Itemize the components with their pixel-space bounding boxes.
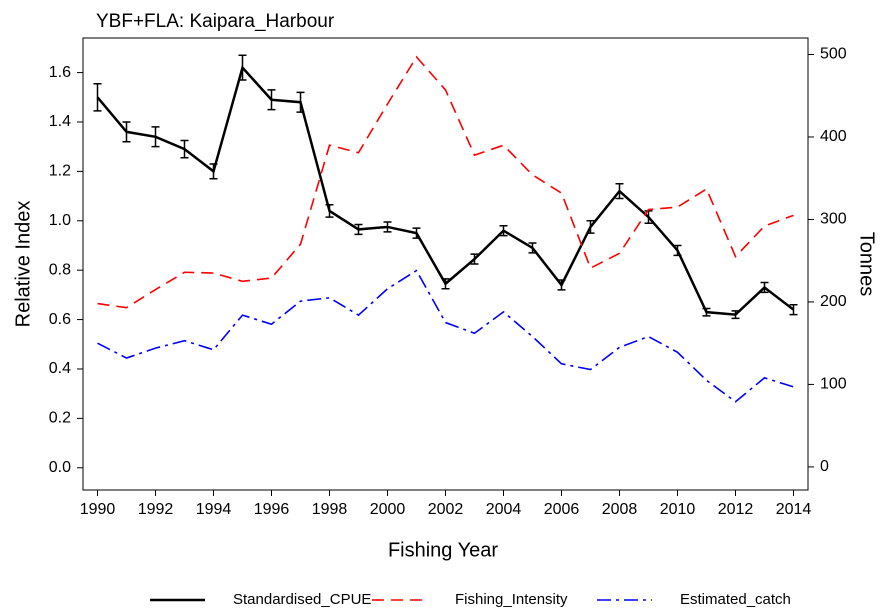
- y-tick-label: 0.8: [49, 261, 71, 278]
- x-tick-label: 2014: [776, 501, 812, 518]
- error-bar: [499, 224, 508, 237]
- legend-label: Fishing_Intensity: [455, 591, 568, 608]
- x-tick-label: 2006: [544, 501, 580, 518]
- error-bar: [180, 139, 189, 159]
- error-bar: [615, 182, 624, 200]
- y-tick-label: 0.4: [49, 360, 71, 377]
- x-tick-label: 1996: [254, 501, 290, 518]
- error-bar: [412, 227, 421, 239]
- y-tick-label: 0.6: [49, 311, 71, 328]
- y-tick-label: 1.0: [49, 212, 71, 229]
- x-axis-label: Fishing Year: [388, 539, 498, 561]
- y2-tick-label: 100: [820, 376, 847, 393]
- plot-frame: [82, 37, 809, 491]
- y-tick-label: 0.0: [49, 459, 71, 476]
- x-tick-label: 1990: [80, 501, 116, 518]
- error-bar: [151, 126, 160, 148]
- x-tick-label: 1992: [138, 501, 174, 518]
- error-bar: [557, 279, 566, 291]
- series-line: [97, 269, 794, 403]
- error-bar: [267, 89, 276, 111]
- chart-title: YBF+FLA: Kaipara_Harbour: [96, 11, 335, 32]
- error-bar: [702, 307, 711, 317]
- x-tick-label: 2012: [718, 501, 754, 518]
- series-line: [97, 55, 794, 309]
- error-bar: [296, 91, 305, 113]
- y2-axis-label: Tonnes: [856, 232, 878, 297]
- y-axis-label: Relative Index: [12, 201, 34, 328]
- y2-tick-label: 300: [820, 211, 847, 228]
- error-bar: [586, 220, 595, 234]
- y2-tick-label: 500: [820, 46, 847, 63]
- y-tick-label: 0.2: [49, 410, 71, 427]
- error-bar: [238, 54, 247, 81]
- error-bar: [789, 304, 798, 316]
- error-bar: [122, 121, 131, 143]
- y2-tick-label: 200: [820, 293, 847, 310]
- error-bar: [731, 310, 740, 320]
- y-tick-label: 1.4: [49, 113, 71, 130]
- error-bar: [528, 242, 537, 254]
- error-bar: [441, 278, 450, 290]
- y-tick-label: 1.6: [49, 64, 71, 81]
- error-bar: [760, 281, 769, 294]
- error-bar: [383, 221, 392, 233]
- x-tick-label: 2000: [370, 501, 406, 518]
- error-bar: [470, 253, 479, 265]
- error-bar: [325, 203, 334, 218]
- error-bar: [673, 244, 682, 257]
- x-tick-label: 2004: [486, 501, 522, 518]
- legend-label: Standardised_CPUE: [233, 591, 371, 608]
- x-tick-label: 2008: [602, 501, 638, 518]
- x-tick-label: 1994: [196, 501, 232, 518]
- error-bar: [209, 163, 218, 180]
- x-tick-label: 2002: [428, 501, 464, 518]
- y2-tick-label: 0: [820, 458, 829, 475]
- y-tick-label: 1.2: [49, 163, 71, 180]
- y2-tick-label: 400: [820, 128, 847, 145]
- legend-label: Estimated_catch: [680, 591, 791, 608]
- x-tick-label: 1998: [312, 501, 348, 518]
- series-line: [96, 65, 795, 316]
- error-bar: [354, 223, 363, 236]
- x-tick-label: 2010: [660, 501, 696, 518]
- error-bar: [93, 82, 102, 112]
